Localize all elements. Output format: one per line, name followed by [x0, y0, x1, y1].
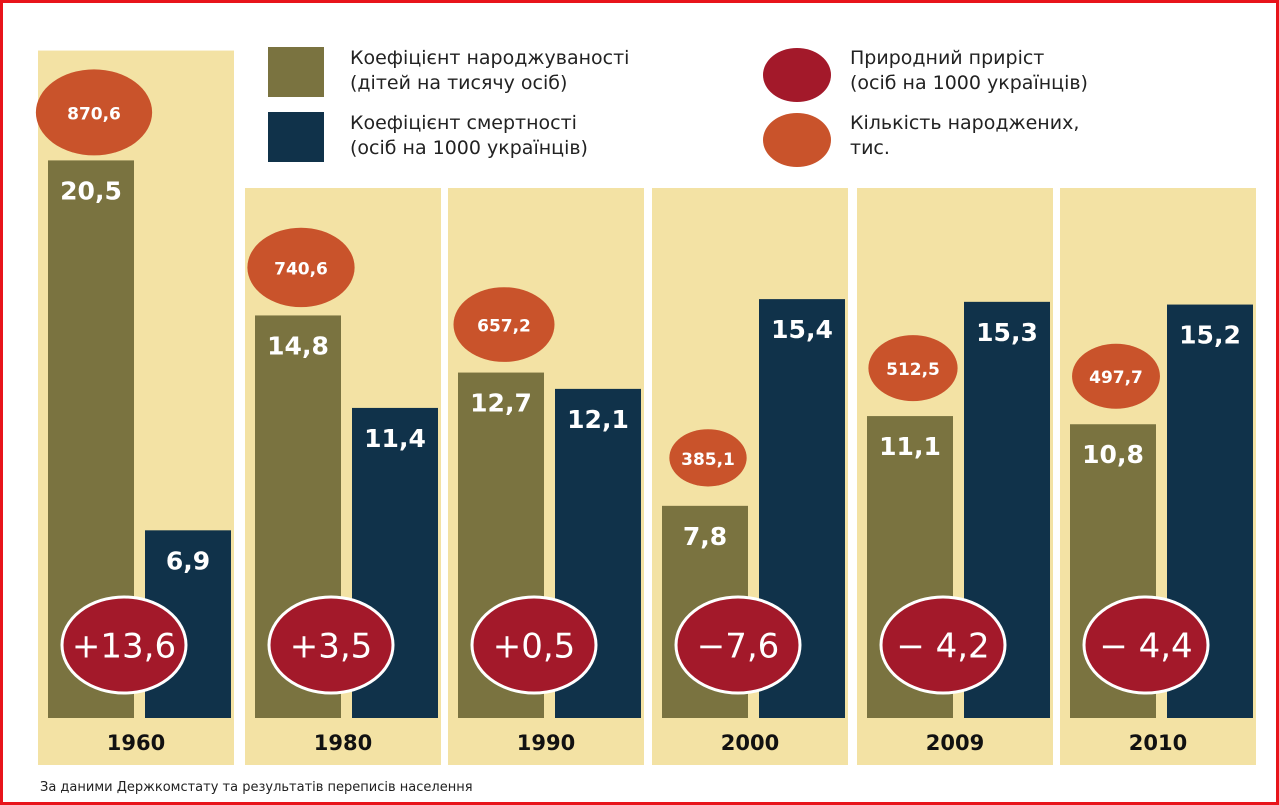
legend-label: Коефіцієнт народжуваності (дітей на тися… — [350, 47, 630, 94]
growth-circle — [879, 595, 1007, 695]
data-label: − 4,4 — [1099, 627, 1192, 667]
legend-label: Природний приріст (осіб на 1000 українці… — [850, 47, 1088, 94]
x-tick-label: 1960 — [107, 731, 165, 755]
data-label: 385,1 — [681, 450, 735, 470]
data-label: 12,1 — [567, 405, 629, 434]
births-circle — [868, 335, 958, 402]
data-label: 657,2 — [477, 317, 531, 337]
growth-circle — [470, 595, 598, 695]
data-label: +3,5 — [290, 627, 373, 667]
data-label: 497,7 — [1089, 368, 1143, 388]
legend-swatch — [763, 113, 831, 167]
data-label: − 4,2 — [896, 627, 989, 667]
data-label: 512,5 — [886, 360, 940, 380]
data-label: 740,6 — [274, 259, 328, 279]
legend-swatch — [763, 48, 831, 102]
data-label: 15,4 — [771, 315, 833, 344]
data-label: 20,5 — [60, 176, 122, 205]
births-circle — [1072, 343, 1160, 409]
legend-swatch — [268, 112, 324, 162]
growth-circle — [1082, 595, 1210, 695]
x-tick-label: 2010 — [1129, 731, 1187, 755]
births-circle — [453, 287, 555, 362]
data-label: 15,3 — [976, 318, 1038, 347]
legend-swatch — [268, 47, 324, 97]
legend-label: Кількість народжених, тис. — [850, 112, 1080, 159]
x-tick-label: 2009 — [926, 731, 984, 755]
legend-label: Коефіцієнт смертності (осіб на 1000 укра… — [350, 112, 588, 159]
births-circle — [35, 69, 153, 156]
data-label: 7,8 — [683, 522, 727, 551]
data-label: 14,8 — [267, 331, 329, 360]
births-circle — [247, 227, 355, 308]
data-label: +13,6 — [72, 627, 176, 667]
data-label: 12,7 — [470, 389, 532, 418]
data-label: −7,6 — [697, 627, 780, 667]
data-label: 10,8 — [1082, 440, 1144, 469]
growth-circle — [674, 595, 802, 695]
growth-circle — [267, 595, 395, 695]
x-tick-label: 1980 — [314, 731, 372, 755]
data-label: 6,9 — [166, 546, 210, 575]
data-label: 11,1 — [879, 432, 941, 461]
data-label: 15,2 — [1179, 321, 1241, 350]
x-tick-label: 2000 — [721, 731, 779, 755]
data-label: 870,6 — [67, 104, 121, 124]
growth-circle — [60, 595, 188, 695]
x-tick-label: 1990 — [517, 731, 575, 755]
births-circle — [669, 429, 747, 487]
data-label: +0,5 — [493, 627, 576, 667]
source-note: За даними Держкомстату та результатів пе… — [40, 780, 473, 795]
data-label: 11,4 — [364, 424, 426, 453]
